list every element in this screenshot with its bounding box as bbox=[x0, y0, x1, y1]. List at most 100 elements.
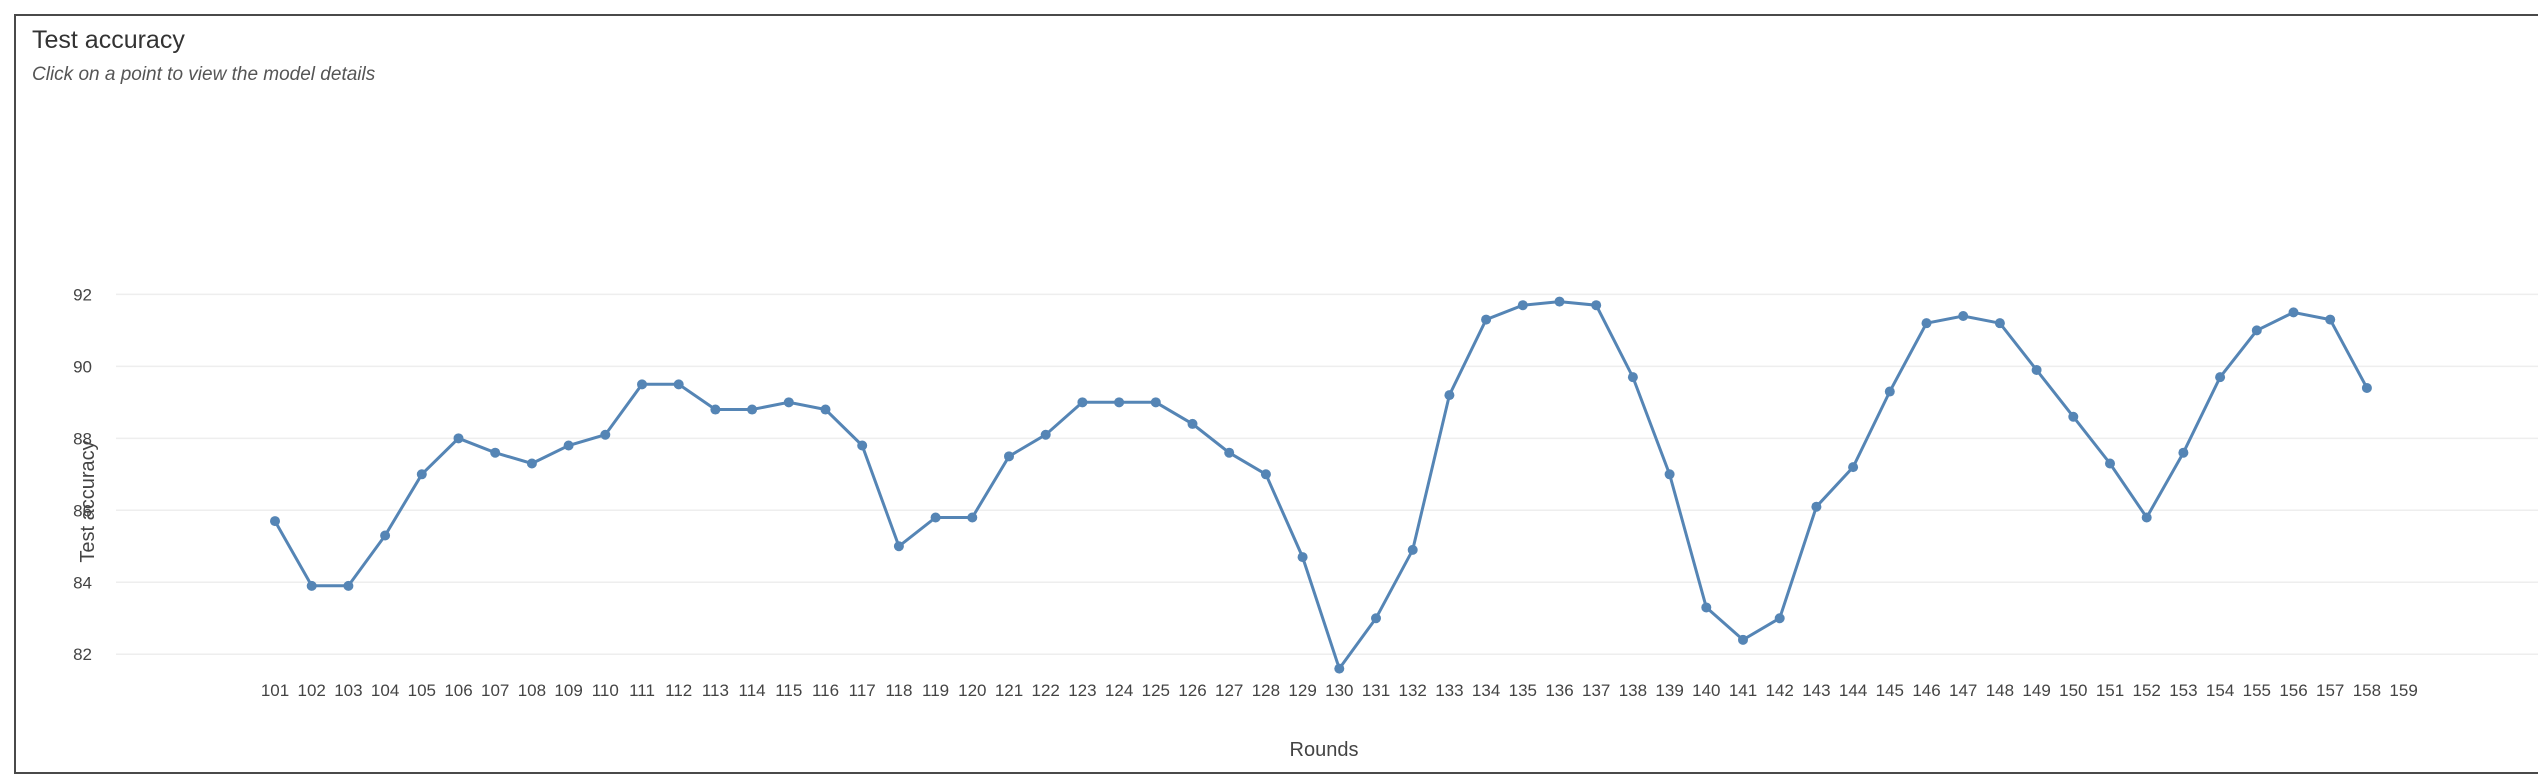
y-tick-label: 86 bbox=[73, 501, 92, 520]
data-point[interactable] bbox=[1187, 418, 1198, 429]
x-tick-label: 119 bbox=[922, 681, 949, 700]
data-point[interactable] bbox=[2141, 512, 2152, 523]
x-tick-label: 141 bbox=[1729, 681, 1757, 700]
x-tick-label: 111 bbox=[629, 681, 655, 700]
x-tick-label: 105 bbox=[408, 681, 436, 700]
x-tick-label: 146 bbox=[1912, 681, 1940, 700]
x-tick-label: 120 bbox=[958, 681, 986, 700]
x-tick-label: 157 bbox=[2316, 681, 2344, 700]
data-point[interactable] bbox=[1627, 372, 1638, 383]
x-tick-label: 140 bbox=[1692, 681, 1720, 700]
x-tick-label: 134 bbox=[1472, 681, 1500, 700]
x-tick-label: 155 bbox=[2243, 681, 2271, 700]
data-point[interactable] bbox=[673, 379, 684, 390]
data-point[interactable] bbox=[490, 447, 501, 458]
data-point[interactable] bbox=[600, 429, 611, 440]
data-point[interactable] bbox=[1040, 429, 1051, 440]
data-point[interactable] bbox=[820, 404, 831, 415]
data-point[interactable] bbox=[1848, 462, 1859, 473]
x-tick-label: 103 bbox=[334, 681, 362, 700]
data-point[interactable] bbox=[563, 440, 574, 451]
chart-title: Test accuracy bbox=[32, 26, 185, 54]
data-point[interactable] bbox=[1224, 447, 1235, 458]
x-tick-label: 112 bbox=[665, 681, 692, 700]
data-point[interactable] bbox=[2215, 372, 2226, 383]
y-tick-label: 90 bbox=[73, 357, 92, 376]
data-point[interactable] bbox=[747, 404, 758, 415]
data-point[interactable] bbox=[1297, 552, 1308, 563]
data-point[interactable] bbox=[380, 530, 391, 541]
data-point[interactable] bbox=[2361, 382, 2372, 393]
data-point[interactable] bbox=[453, 433, 464, 444]
x-tick-label: 144 bbox=[1839, 681, 1867, 700]
data-point[interactable] bbox=[637, 379, 647, 390]
data-point[interactable] bbox=[710, 404, 721, 415]
x-tick-label: 125 bbox=[1142, 681, 1170, 700]
data-point[interactable] bbox=[1884, 386, 1895, 397]
data-point[interactable] bbox=[1371, 613, 1381, 624]
x-tick-label: 129 bbox=[1288, 681, 1316, 700]
data-point[interactable] bbox=[2251, 325, 2262, 336]
data-point[interactable] bbox=[1444, 390, 1455, 401]
x-tick-label: 137 bbox=[1582, 681, 1610, 700]
data-point[interactable] bbox=[1811, 501, 1822, 512]
x-tick-label: 154 bbox=[2206, 681, 2234, 700]
x-tick-label: 117 bbox=[849, 681, 876, 700]
data-point[interactable] bbox=[1591, 300, 1602, 311]
data-point[interactable] bbox=[1260, 469, 1271, 480]
x-tick-label: 128 bbox=[1252, 681, 1280, 700]
data-point[interactable] bbox=[416, 469, 427, 480]
data-point[interactable] bbox=[1774, 613, 1785, 624]
x-tick-label: 149 bbox=[2022, 681, 2050, 700]
data-point[interactable] bbox=[1481, 314, 1492, 325]
data-point[interactable] bbox=[1994, 318, 2005, 329]
data-points[interactable] bbox=[270, 296, 2372, 674]
data-point[interactable] bbox=[1701, 602, 1712, 613]
data-point[interactable] bbox=[1958, 310, 1969, 321]
data-point[interactable] bbox=[1517, 300, 1528, 311]
line-chart: 82 84 86 88 90 92 101 102 103 104 105 106 107 108 109… bbox=[73, 285, 2538, 761]
x-tick-label: 151 bbox=[2096, 681, 2124, 700]
data-point[interactable] bbox=[1738, 634, 1748, 645]
x-axis-title: Rounds bbox=[1290, 739, 1359, 761]
x-tick-label: 114 bbox=[739, 681, 766, 700]
data-point[interactable] bbox=[857, 440, 868, 451]
data-point[interactable] bbox=[1554, 296, 1565, 307]
data-point[interactable] bbox=[270, 516, 280, 527]
data-point[interactable] bbox=[1334, 663, 1345, 674]
data-point[interactable] bbox=[967, 512, 978, 523]
x-tick-label: 127 bbox=[1215, 681, 1243, 700]
data-point[interactable] bbox=[1664, 469, 1675, 480]
data-point[interactable] bbox=[526, 458, 537, 469]
x-tick-label: 153 bbox=[2169, 681, 2197, 700]
data-point[interactable] bbox=[1150, 397, 1161, 408]
data-point[interactable] bbox=[306, 580, 317, 591]
data-point[interactable] bbox=[2068, 411, 2079, 422]
x-tick-label: 150 bbox=[2059, 681, 2087, 700]
y-axis-title: Test accuracy bbox=[77, 440, 99, 562]
y-tick-label: 92 bbox=[73, 285, 92, 304]
data-point[interactable] bbox=[1004, 451, 1014, 462]
x-tick-label: 126 bbox=[1178, 681, 1206, 700]
data-point[interactable] bbox=[783, 397, 794, 408]
x-tick-label: 116 bbox=[812, 681, 839, 700]
data-point[interactable] bbox=[2325, 314, 2336, 325]
chart-subtitle: Click on a point to view the model detai… bbox=[32, 64, 376, 85]
data-point[interactable] bbox=[2105, 458, 2115, 469]
data-point[interactable] bbox=[1921, 318, 1932, 329]
x-tick-label: 108 bbox=[518, 681, 546, 700]
data-point[interactable] bbox=[2031, 364, 2042, 375]
data-point[interactable] bbox=[2178, 447, 2189, 458]
x-tick-label: 148 bbox=[1986, 681, 2014, 700]
data-point[interactable] bbox=[2288, 307, 2299, 318]
data-point[interactable] bbox=[1407, 544, 1418, 555]
data-point[interactable] bbox=[893, 541, 904, 552]
series-line bbox=[273, 300, 2369, 672]
data-point[interactable] bbox=[1114, 397, 1125, 408]
y-tick-label: 82 bbox=[73, 645, 92, 664]
data-point[interactable] bbox=[1077, 397, 1088, 408]
x-tick-label: 147 bbox=[1949, 681, 1977, 700]
data-point[interactable] bbox=[343, 580, 354, 591]
x-tick-label: 102 bbox=[298, 681, 326, 700]
data-point[interactable] bbox=[930, 512, 941, 523]
